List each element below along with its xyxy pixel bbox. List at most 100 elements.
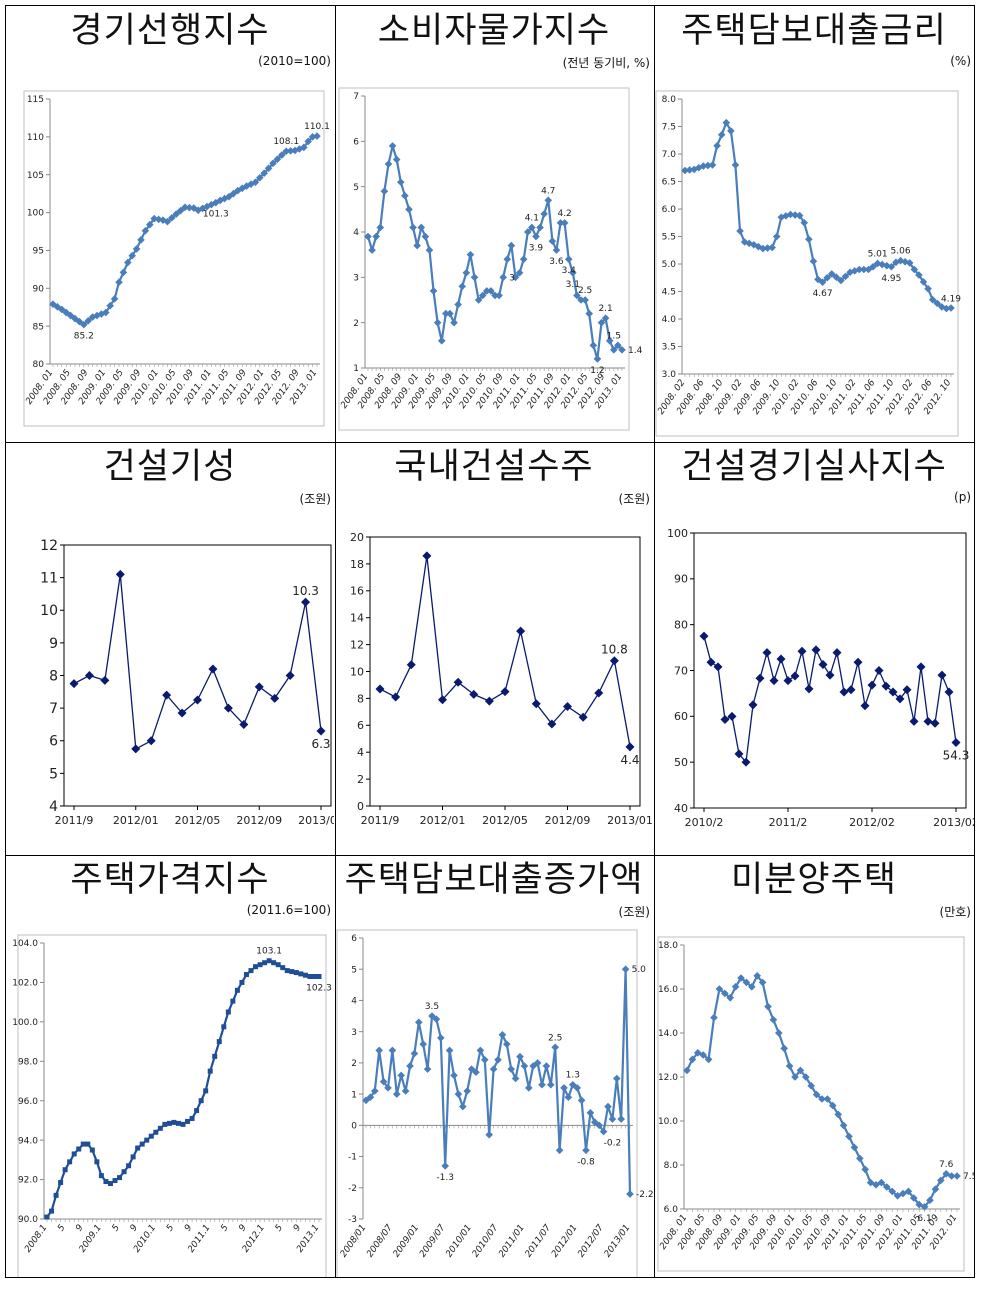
series-line (366, 144, 623, 360)
data-point (139, 1141, 145, 1147)
data-point (311, 974, 317, 980)
data-label: 10.8 (601, 643, 628, 657)
data-point (597, 318, 606, 327)
data-point (71, 314, 79, 323)
data-point (458, 282, 467, 291)
data-point (577, 296, 585, 304)
data-point (466, 250, 475, 259)
data-point (613, 1074, 621, 1083)
y-tick-label: 4.0 (662, 315, 677, 325)
data-point (614, 341, 622, 350)
chart-border (23, 90, 325, 427)
data-point (499, 273, 507, 282)
panel-construction-orders: 국내건설수주 (조원) 0 2 4 6 8 10 12 14 16 18 20 2011/9 2012/… (335, 442, 653, 854)
x-tick-label: 2013/01 (603, 1223, 633, 1259)
y-tick-label: 100 (667, 527, 688, 540)
data-point (103, 1179, 109, 1185)
data-point (772, 232, 781, 241)
y-tick-label: 100 (27, 209, 44, 219)
data-label: 3.5 (425, 1002, 439, 1012)
data-point (362, 1096, 370, 1105)
data-point (768, 243, 776, 252)
x-tick-label: 2011/9 (55, 814, 94, 827)
panel-mortgage-rate: 주택담보대출금리 (%) 3.0 3.5 4.0 4.5 5.0 5.5 6.0 6.5 7.0… (654, 6, 974, 441)
data-point (171, 1119, 177, 1125)
data-point (586, 1109, 595, 1117)
data-label: 4.1 (525, 213, 539, 223)
data-point (432, 1015, 441, 1023)
data-point (920, 1203, 929, 1211)
chart-unit: (만호) (939, 905, 971, 919)
y-tick-label: 8 (357, 692, 364, 705)
data-point (762, 648, 772, 658)
data-point (450, 1071, 458, 1080)
data-label: 10.3 (292, 584, 319, 598)
data-point (144, 1137, 150, 1143)
data-point (775, 1029, 783, 1037)
data-point (895, 694, 905, 704)
y-tick-label: 20 (350, 531, 364, 544)
data-point (507, 241, 516, 250)
data-point (384, 1084, 392, 1092)
data-point (811, 645, 821, 655)
chart-border (17, 934, 327, 1277)
data-point (372, 232, 380, 241)
data-point (437, 1034, 445, 1042)
x-tick-label: 5 (111, 1223, 123, 1234)
data-point (896, 256, 905, 265)
data-point (910, 265, 919, 274)
data-point (376, 223, 385, 232)
plot-frame (369, 536, 641, 807)
x-tick-label: 2010/2 (685, 816, 724, 829)
x-tick-label: 2013/01 (607, 814, 653, 827)
chart-unit: (조원) (618, 905, 650, 919)
data-point (141, 226, 150, 235)
data-point (731, 983, 740, 991)
data-point (769, 1016, 778, 1024)
y-tick-label: 6 (353, 137, 359, 147)
data-label: 5.06 (891, 247, 911, 257)
data-point (516, 626, 526, 636)
data-point (874, 666, 884, 675)
data-point (76, 1146, 82, 1152)
chart-title: 국내건설수주 (394, 447, 594, 487)
data-point (937, 1176, 945, 1185)
data-point (69, 679, 79, 689)
y-tick-label: 102.0 (12, 979, 38, 989)
y-tick-label: 12.0 (658, 1073, 678, 1083)
data-label: 1.5 (607, 331, 621, 341)
data-point (888, 1187, 896, 1196)
data-point (818, 1095, 826, 1103)
data-point (474, 296, 483, 304)
y-tick-label: 115 (27, 95, 44, 105)
data-point (547, 1080, 555, 1089)
data-point (910, 1194, 918, 1202)
data-point (581, 296, 589, 304)
data-point (578, 712, 588, 722)
data-point (489, 1065, 498, 1073)
data-point (617, 1115, 625, 1123)
data-point (800, 218, 809, 227)
data-point (293, 970, 299, 976)
chart-border (336, 929, 638, 1277)
data-point (208, 664, 218, 674)
data-point (710, 1013, 718, 1022)
data-point (423, 1065, 432, 1073)
data-point (860, 701, 870, 711)
data-point (67, 1159, 73, 1165)
x-tick-label: 9 (237, 1223, 249, 1234)
data-point (270, 693, 280, 703)
data-point (266, 958, 272, 964)
data-point (915, 271, 923, 279)
data-point (253, 964, 259, 970)
data-point (846, 685, 856, 695)
data-point (286, 147, 295, 155)
chart-construction-completed: 4 5 6 7 8 9 10 11 12 2011/9 2012/01 2012/05 2012/09 2… (40, 538, 334, 827)
data-point (708, 161, 717, 169)
data-point (115, 569, 125, 579)
data-label: 5.01 (868, 249, 888, 259)
data-label: 3.6 (549, 257, 564, 267)
